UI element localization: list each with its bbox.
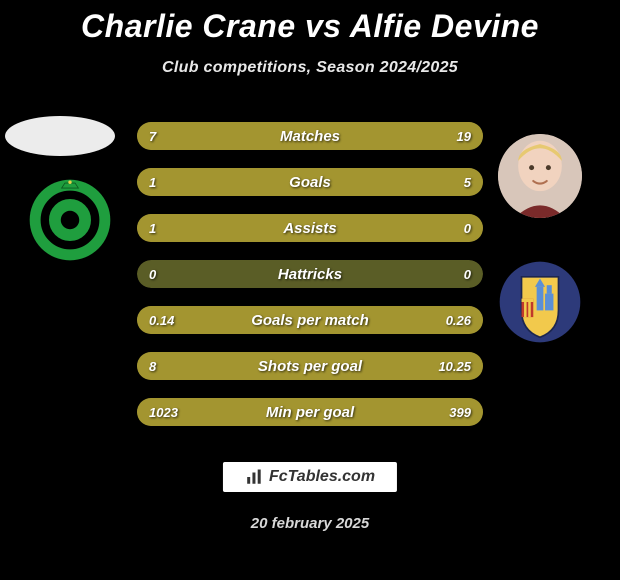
player-left-avatar — [5, 116, 115, 156]
club-left-badge — [28, 178, 112, 262]
stat-value-left: 0 — [149, 260, 156, 288]
bar-left-fill — [137, 352, 289, 380]
subtitle: Club competitions, Season 2024/2025 — [0, 59, 620, 77]
watermark-text: FcTables.com — [269, 468, 375, 486]
stat-value-right: 19 — [457, 122, 471, 150]
club-badge-icon — [28, 178, 112, 262]
player-right-avatar — [498, 134, 582, 218]
bar-right-fill — [196, 168, 483, 196]
stat-value-left: 8 — [149, 352, 156, 380]
stat-value-left: 1 — [149, 214, 156, 242]
bar-left-fill — [137, 168, 196, 196]
date-text: 20 february 2025 — [0, 515, 620, 532]
stat-row: 0.140.26Goals per match — [137, 306, 483, 334]
stat-value-right: 399 — [449, 398, 471, 426]
stat-value-left: 7 — [149, 122, 156, 150]
bar-left-fill — [137, 214, 483, 242]
stat-row: 15Goals — [137, 168, 483, 196]
club-crest-icon — [498, 260, 582, 344]
stat-value-right: 0 — [464, 214, 471, 242]
bar-bg — [137, 260, 483, 288]
stat-value-right: 5 — [464, 168, 471, 196]
stat-row: 810.25Shots per goal — [137, 352, 483, 380]
stat-row: 719Matches — [137, 122, 483, 150]
stat-value-left: 1 — [149, 168, 156, 196]
stat-row: 1023399Min per goal — [137, 398, 483, 426]
stat-row: 00Hattricks — [137, 260, 483, 288]
bar-chart-icon — [245, 468, 263, 486]
stat-value-left: 1023 — [149, 398, 178, 426]
stat-value-right: 0 — [464, 260, 471, 288]
stat-value-right: 10.25 — [438, 352, 471, 380]
comparison-bars: 719Matches15Goals10Assists00Hattricks0.1… — [137, 122, 483, 444]
face-icon — [498, 134, 582, 218]
stat-value-right: 0.26 — [446, 306, 471, 334]
club-right-badge — [498, 260, 582, 344]
stat-value-left: 0.14 — [149, 306, 174, 334]
stat-row: 10Assists — [137, 214, 483, 242]
bar-right-fill — [230, 122, 483, 150]
page-title: Charlie Crane vs Alfie Devine — [0, 0, 620, 45]
watermark: FcTables.com — [223, 462, 397, 492]
